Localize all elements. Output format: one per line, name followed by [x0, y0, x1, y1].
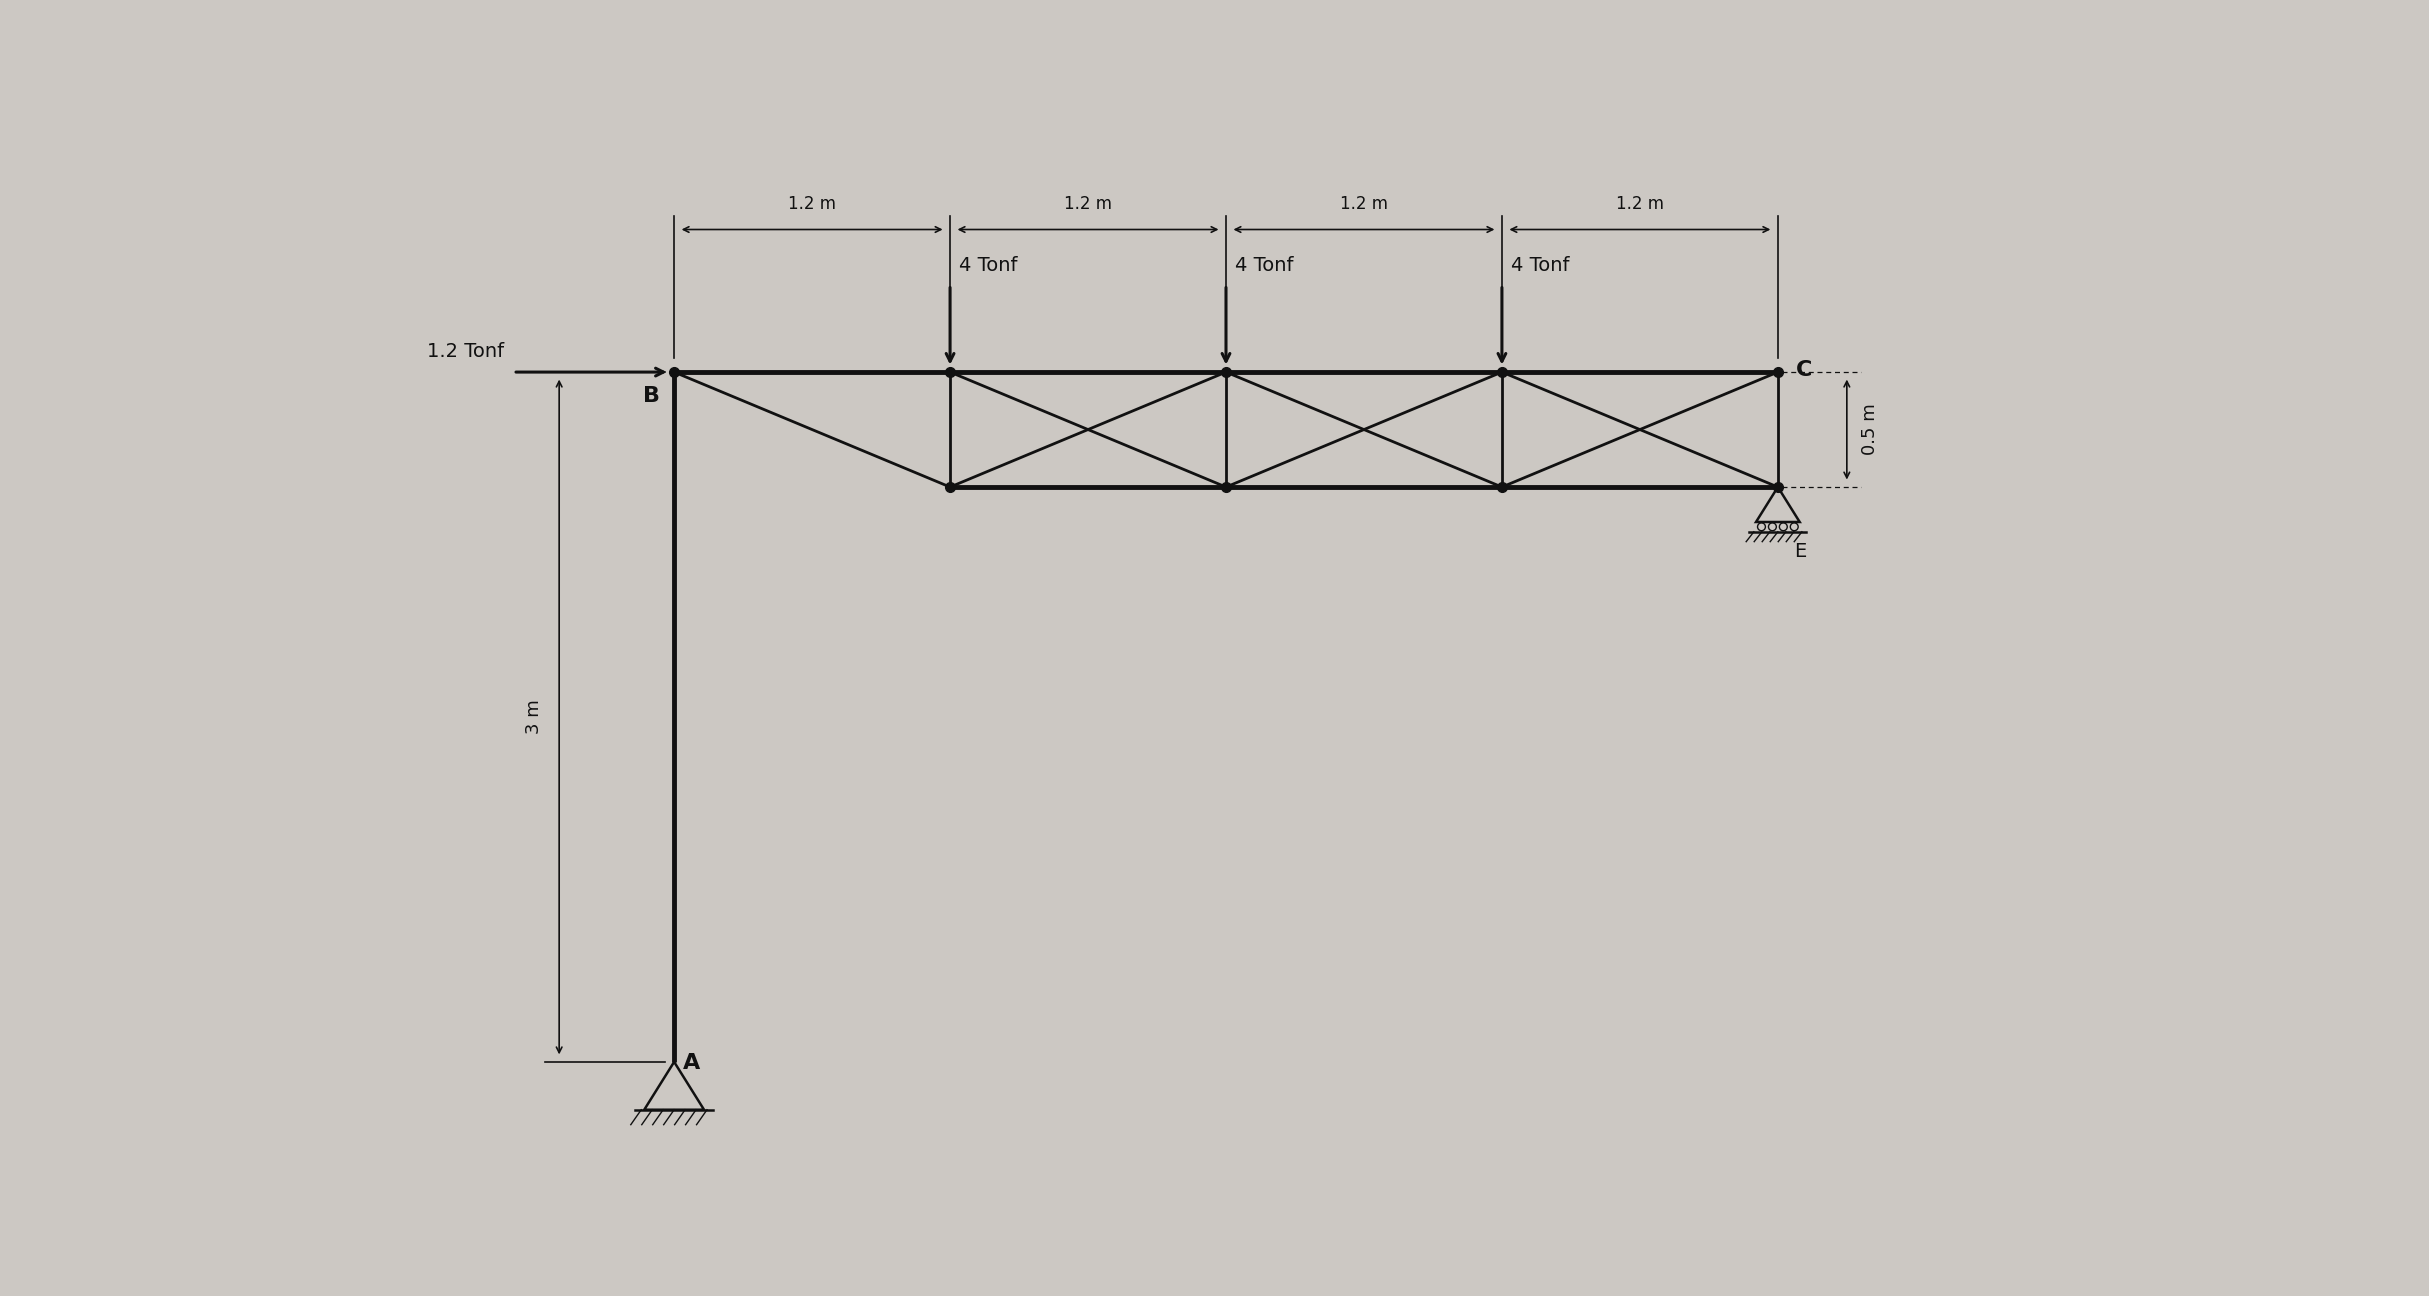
- Text: C: C: [1797, 360, 1812, 380]
- Text: 1.2 m: 1.2 m: [1615, 196, 1664, 214]
- Text: A: A: [683, 1052, 700, 1073]
- Text: 4 Tonf: 4 Tonf: [1236, 257, 1295, 276]
- Text: 4 Tonf: 4 Tonf: [959, 257, 1018, 276]
- Text: 1.2 m: 1.2 m: [1064, 196, 1112, 214]
- Text: B: B: [644, 386, 661, 406]
- Text: 4 Tonf: 4 Tonf: [1511, 257, 1569, 276]
- Text: 1.2 Tonf: 1.2 Tonf: [428, 342, 503, 360]
- Text: 1.2 m: 1.2 m: [1341, 196, 1387, 214]
- Text: 0.5 m: 0.5 m: [1861, 403, 1878, 455]
- Text: E: E: [1795, 542, 1807, 561]
- Text: 1.2 m: 1.2 m: [787, 196, 836, 214]
- Text: 3 m: 3 m: [525, 700, 544, 735]
